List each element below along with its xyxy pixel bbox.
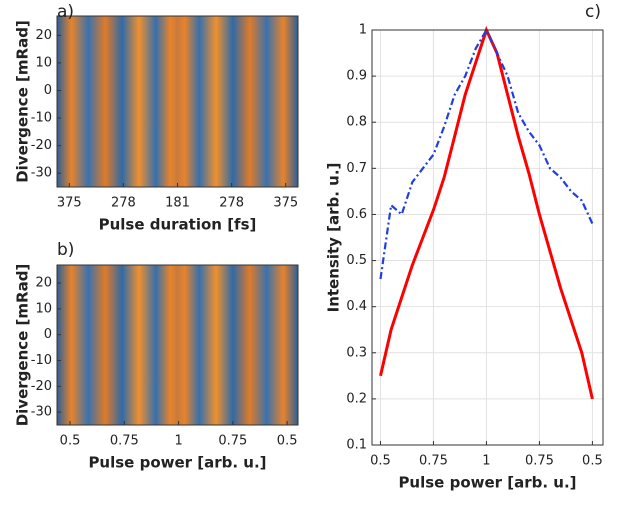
y-tick-label: 0.4 bbox=[346, 299, 367, 314]
x-tick-label: 0.5 bbox=[60, 434, 81, 449]
x-tick-label: 1 bbox=[482, 454, 490, 469]
y-tick-label: 0.2 bbox=[346, 391, 367, 406]
x-tick-label: 0.5 bbox=[582, 454, 603, 469]
y-tick-label: -20 bbox=[31, 379, 52, 394]
x-axis-label: Pulse power [arb. u.] bbox=[88, 454, 266, 472]
y-tick-label: -10 bbox=[31, 111, 52, 126]
x-axis-label: Pulse power [arb. u.] bbox=[398, 474, 576, 492]
y-axis-label: Divergence [mRad] bbox=[14, 20, 32, 183]
panel-label: b) bbox=[57, 240, 74, 260]
y-tick-label: -30 bbox=[31, 166, 52, 181]
x-tick-label: 0.75 bbox=[218, 434, 247, 449]
y-tick-label: 0.1 bbox=[346, 438, 367, 453]
y-tick-label: 0.5 bbox=[346, 253, 367, 268]
x-tick-label: 1 bbox=[174, 434, 182, 449]
y-tick-label: 0.7 bbox=[346, 161, 367, 176]
x-axis-label: Pulse duration [fs] bbox=[99, 216, 257, 234]
y-tick-label: 20 bbox=[35, 276, 52, 291]
y-tick-label: 0 bbox=[44, 83, 52, 98]
y-tick-label: -30 bbox=[31, 405, 52, 420]
axes-box bbox=[56, 264, 299, 426]
y-tick-label: 0.3 bbox=[346, 345, 367, 360]
y-tick-label: 10 bbox=[35, 301, 52, 316]
y-tick-label: -10 bbox=[31, 353, 52, 368]
x-tick-label: 0.75 bbox=[110, 434, 139, 449]
x-tick-label: 375 bbox=[57, 196, 82, 211]
y-axis-label: Divergence [mRad] bbox=[14, 264, 32, 427]
y-tick-label: 0.8 bbox=[346, 115, 367, 130]
axes-box bbox=[56, 15, 299, 188]
x-tick-label: 278 bbox=[219, 196, 244, 211]
y-tick-label: 0.9 bbox=[346, 69, 367, 84]
y-axis-label: Intensity [arb. u.] bbox=[325, 163, 343, 313]
y-tick-label: -20 bbox=[31, 138, 52, 153]
x-tick-label: 181 bbox=[165, 196, 190, 211]
panel-label: a) bbox=[57, 2, 74, 22]
y-tick-label: 0 bbox=[44, 327, 52, 342]
line-series bbox=[379, 27, 594, 280]
y-tick-label: 20 bbox=[35, 28, 52, 43]
x-tick-label: 0.75 bbox=[419, 454, 448, 469]
y-tick-label: 1 bbox=[359, 23, 367, 38]
panel-label: c) bbox=[585, 2, 601, 22]
y-tick-label: 10 bbox=[35, 55, 52, 70]
heatmap-image bbox=[57, 16, 298, 187]
x-tick-label: 0.5 bbox=[277, 434, 298, 449]
x-tick-label: 375 bbox=[273, 196, 298, 211]
y-tick-label: 0.6 bbox=[346, 207, 367, 222]
x-tick-label: 278 bbox=[111, 196, 136, 211]
heatmap-image bbox=[57, 265, 298, 425]
x-tick-label: 0.5 bbox=[370, 454, 391, 469]
x-tick-label: 0.75 bbox=[525, 454, 554, 469]
axes-box bbox=[371, 29, 604, 446]
